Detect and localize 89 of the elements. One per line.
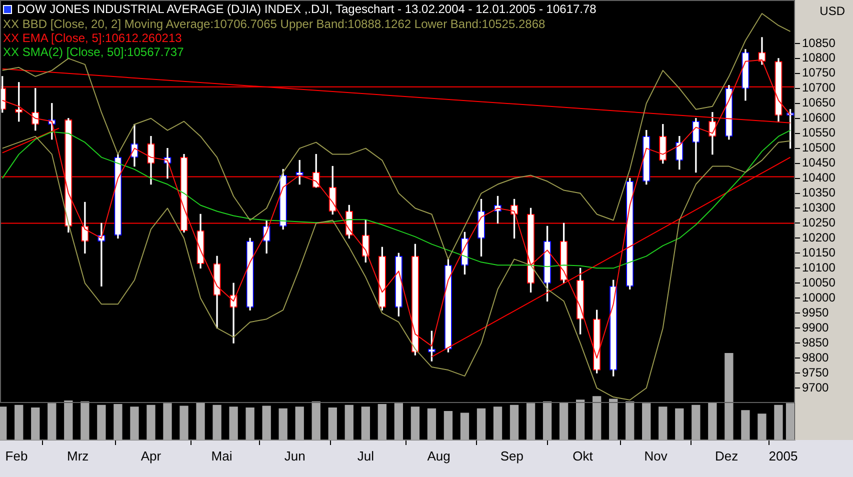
x-tick-label: Mrz	[67, 448, 89, 464]
y-tick-label: 9900	[802, 320, 830, 334]
bar	[312, 401, 320, 440]
x-tick-label: Dez	[715, 448, 738, 464]
x-tick-label: Okt	[572, 448, 594, 464]
bar	[724, 353, 734, 440]
x-tick-label: 2005	[768, 448, 798, 464]
x-tick-label: Jun	[284, 448, 306, 464]
x-tick-label: Nov	[644, 448, 668, 464]
bar	[675, 408, 684, 440]
y-tick-label: 10500	[802, 140, 836, 155]
bar	[361, 406, 370, 440]
y-tick-label: 9700	[802, 380, 830, 394]
bar	[758, 414, 766, 440]
bar	[212, 404, 222, 440]
bar	[229, 406, 238, 440]
y-tick-label: 10200	[802, 230, 836, 245]
y-tick-label: 10150	[802, 246, 836, 260]
y-tick-label: 10000	[802, 290, 836, 304]
bar	[344, 404, 354, 440]
bar	[146, 404, 156, 440]
bar	[493, 406, 502, 440]
bar	[626, 401, 634, 440]
bar	[262, 406, 271, 440]
bar	[741, 410, 750, 440]
y-tick-label: 10300	[802, 200, 836, 215]
bar	[708, 402, 717, 440]
chart-title: DOW JONES INDUSTRIAL AVERAGE (DJIA) INDEX ,.DJI, Tageschart - 13.02.2004 - 12.01.2005 - 10617.78	[17, 2, 596, 16]
bar	[510, 404, 519, 440]
bar	[48, 403, 56, 440]
bar	[592, 396, 602, 440]
y-tick-label: 10700	[802, 80, 836, 95]
bar	[786, 403, 795, 440]
x-tick-label: Aug	[427, 448, 450, 464]
bar	[180, 406, 188, 440]
bar	[609, 398, 618, 440]
y-tick-label: 9750	[802, 365, 830, 380]
x-tick-label: Feb	[5, 448, 28, 464]
x-tick-label: Apr	[140, 448, 162, 464]
y-tick-label: 10350	[802, 186, 836, 200]
bar	[163, 403, 172, 440]
y-tick-label: 9850	[802, 335, 830, 350]
y-tick-label: 10800	[802, 50, 836, 65]
bar	[642, 403, 651, 440]
bar	[526, 403, 536, 440]
bar	[64, 400, 73, 440]
x-tick-label: Jul	[357, 448, 374, 464]
bar	[394, 403, 404, 440]
bar	[31, 407, 40, 440]
bar	[295, 406, 304, 440]
bar	[378, 404, 386, 440]
y-tick-label: 10550	[802, 126, 836, 140]
bar	[542, 401, 552, 440]
y-axis-title: USD	[820, 4, 845, 18]
y-tick-label: 10750	[802, 66, 836, 80]
bar	[328, 407, 337, 440]
bar	[97, 404, 106, 440]
bar	[444, 410, 453, 440]
bar	[658, 406, 668, 440]
bar	[559, 402, 568, 440]
y-tick-label: 10600	[802, 110, 836, 125]
bar	[427, 408, 436, 440]
bar	[692, 404, 700, 440]
bar	[14, 404, 24, 440]
text: XX BBD [Close, 20, 2] Moving Average:10706.7065 Upper Band:10888.1262 Lower Band:10525.2868	[3, 17, 546, 31]
y-tick-label: 9800	[802, 350, 830, 364]
y-tick-label: 10250	[802, 216, 836, 230]
text: XX EMA [Close, 5]:10612.260213	[3, 31, 183, 45]
y-tick-label: 10450	[802, 156, 836, 170]
x-tick-label: Mai	[211, 448, 232, 464]
x-tick-label: Sep	[500, 448, 524, 464]
text: XX SMA(2) [Close, 50]:10567.737	[3, 45, 185, 59]
bar	[80, 401, 90, 440]
bar	[476, 408, 486, 440]
y-tick-label: 10050	[802, 275, 836, 290]
bar	[460, 412, 470, 440]
bar	[576, 400, 585, 440]
y-tick-label: 9950	[802, 305, 830, 320]
y-tick-label: 10650	[802, 96, 836, 110]
y-tick-label: 10400	[802, 170, 836, 185]
y-tick-label: 10100	[802, 260, 836, 274]
bar	[774, 404, 783, 440]
y-tick-label: 10850	[802, 36, 836, 50]
bar	[278, 408, 288, 440]
bar	[246, 407, 254, 440]
bar	[196, 402, 205, 440]
bar	[130, 406, 139, 440]
bar	[410, 406, 420, 440]
bar	[114, 404, 122, 440]
